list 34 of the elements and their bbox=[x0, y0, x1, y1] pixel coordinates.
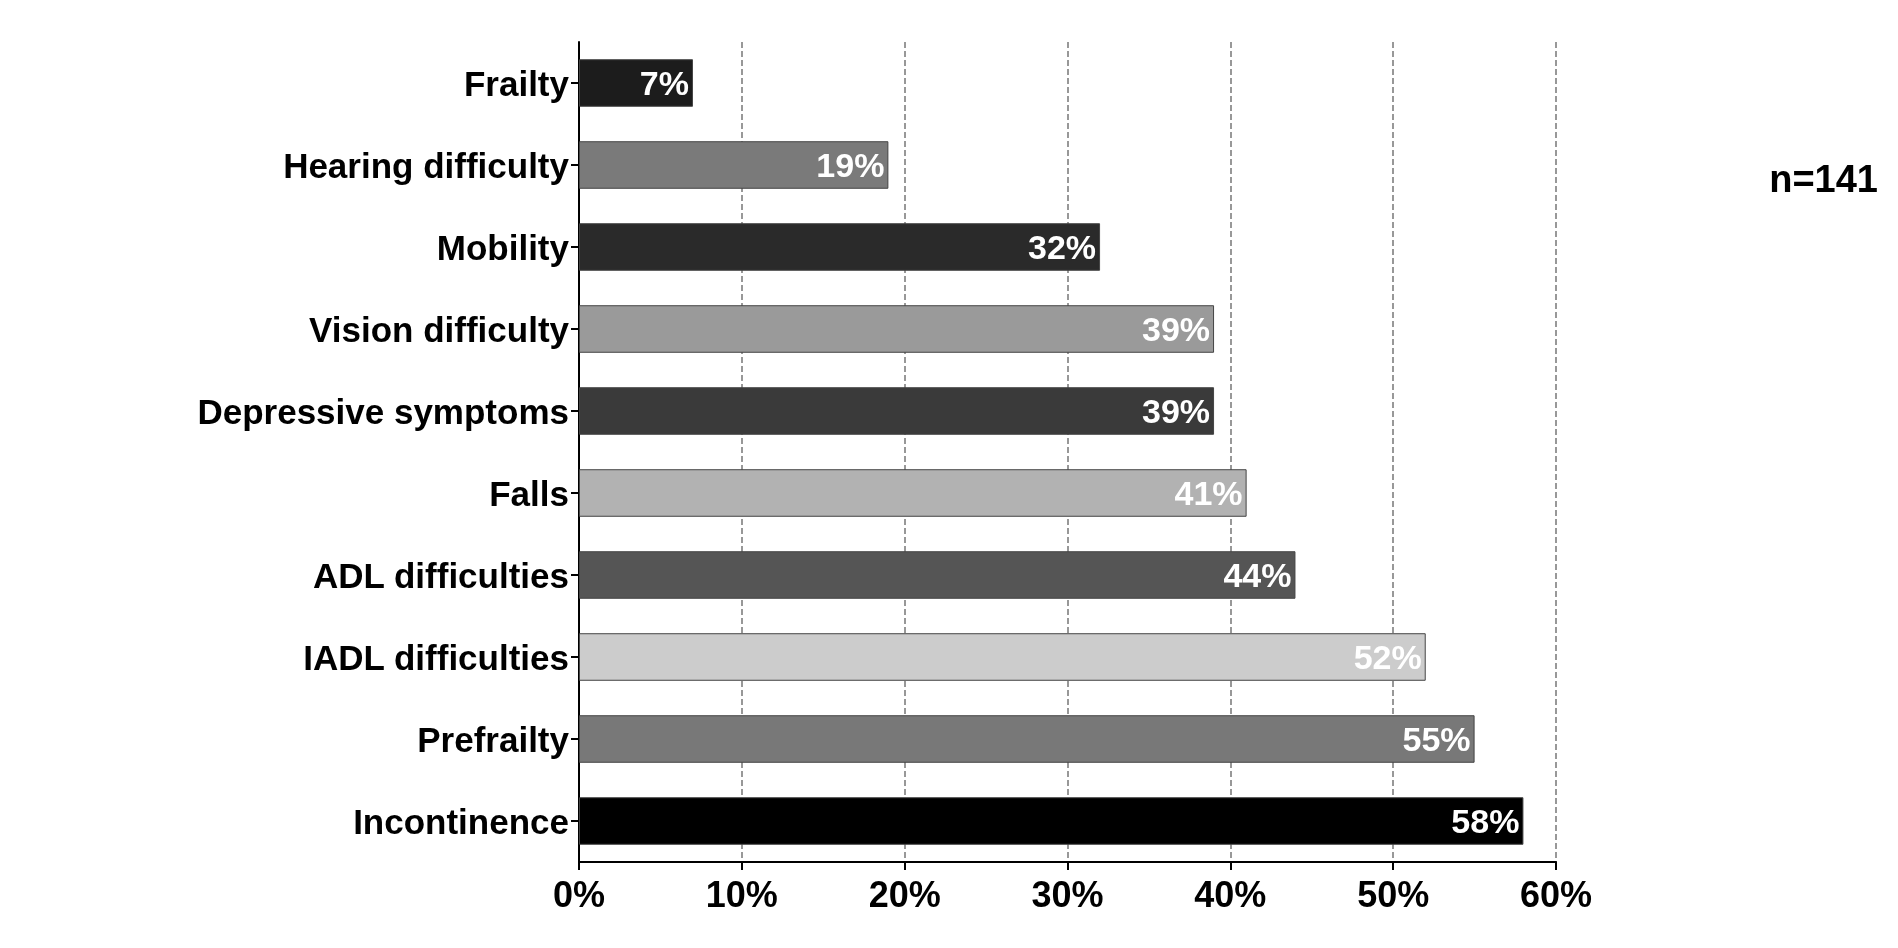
y-tick-label: ADL difficulties bbox=[312, 555, 569, 595]
bar bbox=[579, 223, 1101, 271]
x-tick-label: 40% bbox=[1194, 873, 1267, 915]
x-tick-label: 0% bbox=[552, 873, 606, 915]
x-tick-label: 10% bbox=[705, 873, 778, 915]
bar bbox=[579, 387, 1215, 435]
bar bbox=[579, 551, 1296, 599]
bar bbox=[579, 305, 1215, 353]
data-label: 44% bbox=[1223, 556, 1292, 594]
data-label: 55% bbox=[1402, 720, 1471, 758]
x-tick-label: 30% bbox=[1031, 873, 1104, 915]
text: n=141 bbox=[1769, 158, 1879, 200]
x-tick-label: 20% bbox=[868, 873, 941, 915]
bar bbox=[579, 469, 1247, 517]
data-label: 39% bbox=[1141, 310, 1211, 348]
y-tick-label: Prefrailty bbox=[417, 719, 570, 759]
data-label: 7% bbox=[639, 64, 689, 102]
bar bbox=[579, 59, 693, 107]
data-label: 32% bbox=[1028, 228, 1097, 266]
y-tick-label: Falls bbox=[489, 473, 569, 513]
data-label: 41% bbox=[1174, 474, 1243, 512]
x-tick-label: 50% bbox=[1357, 873, 1430, 915]
data-label: 39% bbox=[1141, 392, 1211, 430]
y-tick-label: Depressive symptoms bbox=[197, 391, 569, 431]
bar bbox=[579, 633, 1426, 681]
x-tick-label: 60% bbox=[1519, 873, 1593, 915]
data-label: 19% bbox=[816, 146, 885, 184]
y-tick-label: Incontinence bbox=[353, 801, 569, 841]
y-tick-label: Vision difficulty bbox=[309, 309, 570, 349]
y-tick-label: Frailty bbox=[463, 63, 570, 103]
data-label: 58% bbox=[1451, 802, 1520, 840]
y-tick-label: Mobility bbox=[436, 227, 570, 267]
y-tick-label: Hearing difficulty bbox=[283, 145, 570, 185]
y-tick-label: IADL difficulties bbox=[303, 637, 569, 677]
